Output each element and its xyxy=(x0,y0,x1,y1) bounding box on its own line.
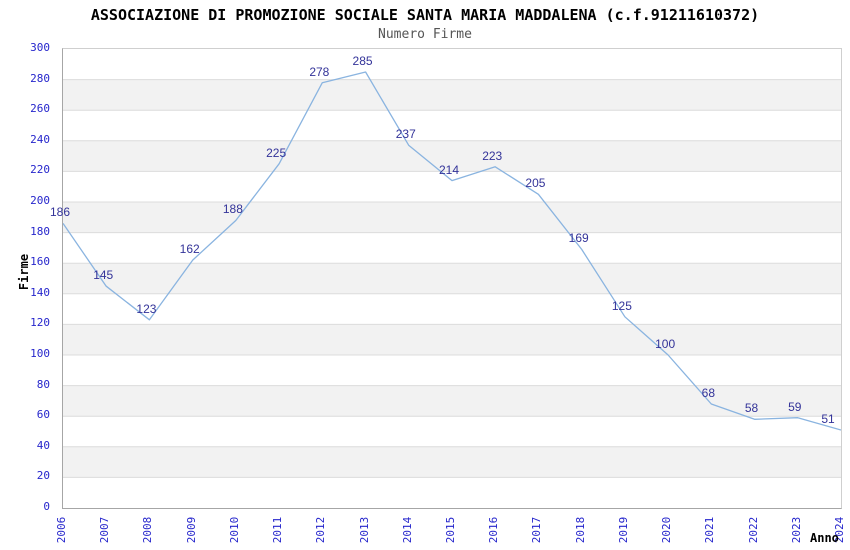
x-tick-label: 2009 xyxy=(184,516,198,544)
x-tick-label: 2007 xyxy=(98,516,112,544)
x-tick-label: 2008 xyxy=(141,516,155,544)
x-tick-label: 2022 xyxy=(746,516,760,544)
y-tick-label: 220 xyxy=(30,163,50,177)
x-tick-label: 2014 xyxy=(400,516,414,544)
value-label: 100 xyxy=(655,337,676,351)
value-label: 123 xyxy=(136,301,157,316)
x-tick-label: 2018 xyxy=(573,516,587,544)
value-label: 162 xyxy=(179,242,200,257)
value-label: 214 xyxy=(438,162,460,177)
value-label: 205 xyxy=(525,176,546,191)
value-label: 225 xyxy=(266,145,287,160)
value-label: 285 xyxy=(352,53,373,68)
alt-band xyxy=(63,324,841,355)
x-tick-label: 2021 xyxy=(703,516,717,544)
value-label: 186 xyxy=(49,205,71,220)
y-tick-label: 180 xyxy=(30,224,50,238)
x-tick-label: 2017 xyxy=(530,516,544,544)
y-tick-label: 60 xyxy=(36,408,50,422)
value-label: 223 xyxy=(482,148,503,163)
y-tick-label: 40 xyxy=(36,438,50,452)
chart-title: ASSOCIAZIONE DI PROMOZIONE SOCIALE SANTA… xyxy=(90,6,760,24)
plot-area xyxy=(62,48,842,509)
value-label: 68 xyxy=(701,385,715,400)
x-tick-label: 2011 xyxy=(271,516,285,544)
x-tick-label: 2020 xyxy=(660,516,674,544)
alt-band xyxy=(63,446,841,478)
x-tick-label: 2010 xyxy=(227,516,241,544)
value-label: 237 xyxy=(395,127,416,142)
x-tick-label: 2012 xyxy=(314,516,328,544)
value-label: 51 xyxy=(821,411,835,426)
value-label: 188 xyxy=(222,202,243,217)
y-tick-label: 300 xyxy=(30,41,50,54)
x-tick-label: 2016 xyxy=(487,516,501,544)
chart-subtitle: Numero Firme xyxy=(378,27,472,42)
y-tick-label: 20 xyxy=(36,469,50,483)
x-axis-title: Anno xyxy=(810,531,839,545)
x-tick-label: 2019 xyxy=(616,516,630,544)
alt-band xyxy=(63,263,841,294)
value-label: 145 xyxy=(93,268,114,283)
value-label: 278 xyxy=(309,64,330,79)
value-label: 59 xyxy=(788,399,802,414)
y-tick-label: 260 xyxy=(30,102,50,116)
alt-band xyxy=(63,140,841,172)
y-tick-label: 80 xyxy=(36,377,50,391)
x-tick-label: 2013 xyxy=(357,516,371,544)
y-tick-label: 0 xyxy=(43,500,50,513)
y-tick-label: 280 xyxy=(30,71,50,85)
value-label: 169 xyxy=(568,231,589,246)
plot-canvas xyxy=(63,71,841,478)
series-line xyxy=(63,71,841,431)
y-axis-title: Firme xyxy=(17,253,31,291)
y-tick-label: 140 xyxy=(30,285,50,299)
y-tick-label: 200 xyxy=(30,194,50,207)
value-label: 125 xyxy=(611,298,632,313)
x-tick-label: 2015 xyxy=(444,516,457,544)
alt-band xyxy=(63,79,841,111)
value-label: 58 xyxy=(744,401,759,416)
alt-band xyxy=(63,202,841,233)
y-tick-label: 240 xyxy=(30,132,50,146)
y-tick-label: 120 xyxy=(30,316,50,330)
alt-band xyxy=(63,385,841,417)
y-tick-label: 100 xyxy=(30,347,50,360)
y-tick-label: 160 xyxy=(30,255,50,269)
x-tick-label: 2006 xyxy=(55,516,68,544)
x-tick-label: 2023 xyxy=(789,516,803,544)
